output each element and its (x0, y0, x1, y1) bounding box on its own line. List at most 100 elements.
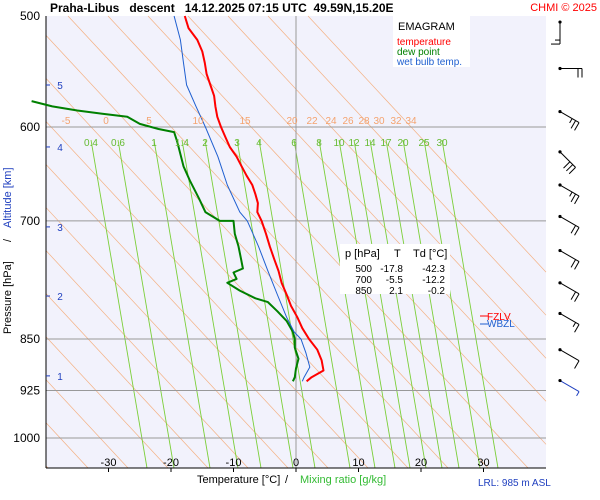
fzlv-label: FZLV (487, 312, 511, 323)
copyright: CHMI © 2025 (530, 2, 597, 14)
table-cell: 500 (355, 264, 372, 275)
wind-barb-staff (559, 282, 580, 295)
dry-adiabat-line (45, 207, 289, 469)
altitude-tick-label: 3 (57, 223, 63, 234)
mixing-ratio-line (385, 139, 443, 469)
x-axis-title-temp: Temperature [°C] (197, 474, 280, 486)
wind-barb-station (558, 281, 562, 285)
wind-barb (558, 183, 580, 205)
wind-barb-half-feather (576, 391, 580, 397)
pressure-tick-label: 500 (20, 9, 40, 23)
wind-barb-staff (559, 216, 580, 228)
wind-barb-station (558, 20, 562, 24)
pressure-tick-label: 850 (20, 332, 40, 346)
wind-barb-feather (574, 293, 580, 302)
wind-barb-feather (570, 291, 577, 300)
dry-adiabat-line (67, 15, 489, 469)
temperature-tick-label: -20 (163, 457, 179, 469)
table-header-temp: T (394, 248, 401, 260)
wind-barb (558, 378, 580, 397)
wind-barb-station (558, 214, 562, 219)
dry-adiabat-label: 26 (342, 116, 354, 127)
pressure-tick-label: 700 (20, 214, 40, 228)
wind-barb (558, 248, 580, 270)
dry-adiabat-line (45, 422, 89, 469)
wind-barb-feather (574, 360, 580, 369)
dry-adiabat-line (45, 121, 369, 469)
mixing-ratio-label: 30 (436, 138, 448, 149)
lrl-label: LRL: 985 m ASL (478, 478, 551, 489)
wind-barb-staff (559, 349, 580, 362)
temperature-tick-label: 30 (477, 457, 489, 469)
y-axis-title-altitude: Altitude [km] (2, 167, 14, 228)
mixing-ratio-line (353, 139, 411, 469)
mixing-ratio-line (402, 139, 460, 469)
mixing-ratio-line (258, 139, 316, 469)
dry-adiabat-line (227, 15, 547, 359)
dry-adiabat-line (147, 15, 547, 445)
dry-adiabat-line (307, 15, 547, 273)
dry-adiabat-label: 30 (373, 116, 385, 127)
series-dew-point-line (31, 100, 300, 382)
mixing-ratio-label: 10 (333, 138, 345, 149)
wind-barb-station (558, 66, 562, 71)
table-cell: 2.1 (389, 286, 403, 297)
mixing-ratio-label: 25 (418, 138, 430, 149)
legend-box (393, 15, 470, 67)
wind-barb-feather (570, 120, 577, 129)
dry-adiabat-label: 28 (358, 116, 370, 127)
wind-barb (558, 66, 583, 78)
wind-barb (551, 20, 562, 45)
table-cell: -0.2 (428, 286, 446, 297)
wind-barb-staff (559, 184, 580, 197)
wind-barb-feather (570, 193, 577, 203)
wind-barb-feather (566, 164, 574, 172)
mixing-ratio-label: 6 (291, 138, 297, 149)
wbzl-label: WBZL (487, 319, 515, 330)
dry-adiabat-line (187, 15, 547, 402)
mixing-ratio-line (204, 139, 262, 469)
temperature-tick-label: -10 (226, 457, 242, 469)
series-wet-bulb-temp-line (173, 15, 311, 382)
table-cell: -12.2 (422, 275, 445, 286)
wind-barb-staff (559, 111, 580, 124)
temperature-tick-label: -30 (101, 457, 117, 469)
table-cell: 850 (355, 286, 372, 297)
dry-adiabat-label: 24 (325, 116, 337, 127)
wind-barb (558, 109, 580, 131)
wind-barb-staff (559, 380, 580, 393)
altitude-tick-label: 4 (57, 143, 63, 154)
mixing-ratio-line (90, 139, 148, 469)
dry-adiabat-label: -5 (62, 116, 71, 127)
temperature-tick-label: 20 (415, 457, 427, 469)
wind-barb (558, 311, 580, 333)
wind-barb-station (558, 248, 562, 253)
wind-barb (558, 348, 580, 369)
wind-barb-feather (563, 161, 571, 169)
levels-table-bg (340, 244, 450, 294)
mixing-ratio-line (441, 139, 499, 469)
dry-adiabat-line (45, 78, 409, 469)
wind-barb-station (558, 109, 562, 114)
table-cell: -42.3 (422, 264, 445, 275)
mixing-ratio-label: 20 (397, 138, 409, 149)
wind-barb-feather (574, 195, 580, 205)
pressure-tick-label: 1000 (13, 431, 40, 445)
dry-adiabat-label: 15 (239, 116, 251, 127)
wind-barb-feather (574, 227, 580, 236)
mixing-ratio-line (153, 139, 211, 469)
wind-barb-half-feather (569, 191, 573, 197)
mixing-ratio-label: 8 (316, 138, 322, 149)
table-header-dewpoint: Td [°C] (413, 248, 447, 260)
legend-wet-bulb: wet bulb temp. (396, 57, 462, 68)
mixing-ratio-label: 0.4 (84, 138, 98, 149)
series-temperature-line (183, 15, 325, 383)
wind-barb-feather (574, 261, 580, 270)
dry-adiabat-line (45, 35, 449, 469)
mixing-ratio-label: 3 (234, 138, 240, 149)
wind-barb (558, 150, 576, 175)
mixing-ratio-label: 12 (348, 138, 360, 149)
dry-adiabat-label: 5 (146, 116, 152, 127)
sounding-series (31, 15, 325, 383)
